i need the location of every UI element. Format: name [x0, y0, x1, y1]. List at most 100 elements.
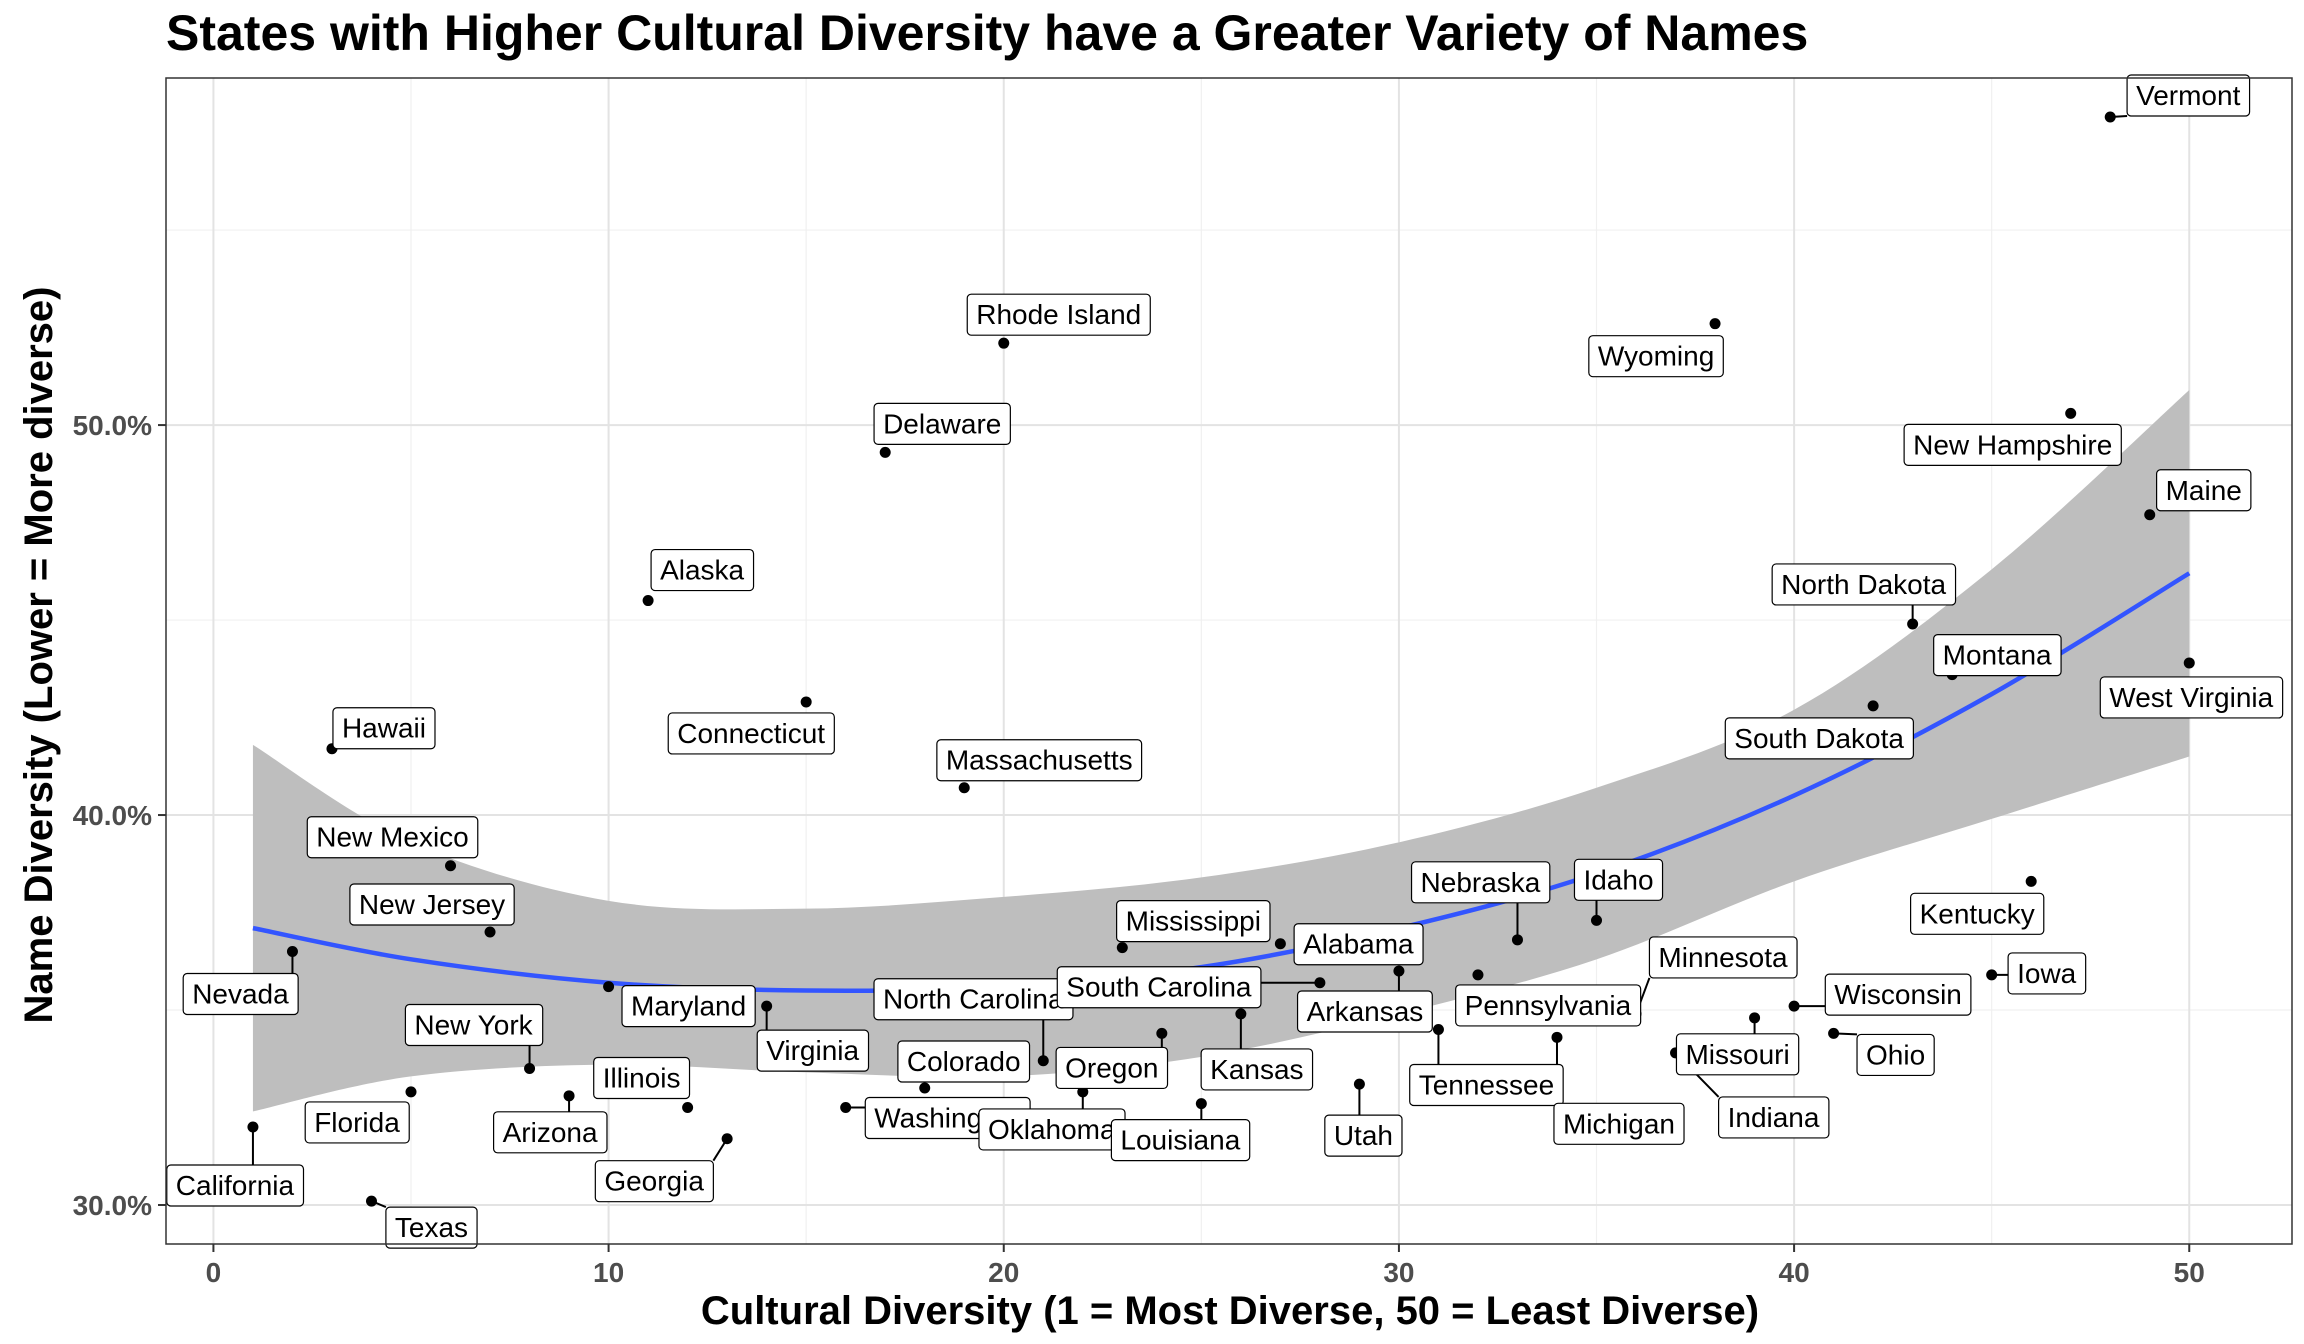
- label-box-virginia: [756, 1029, 870, 1072]
- label-text-rhode-island: Rhode Island: [976, 299, 1141, 330]
- label-text-kentucky: Kentucky: [1920, 898, 2035, 929]
- label-text-wyoming: Wyoming: [1598, 341, 1714, 372]
- label-new-mexico: New Mexico: [306, 816, 479, 859]
- label-florida: Florida: [304, 1101, 410, 1144]
- label-box-massachusetts: [936, 739, 1143, 782]
- label-delaware: Delaware: [873, 402, 1011, 445]
- label-text-oklahoma: Oklahoma: [988, 1114, 1116, 1145]
- point-washington: [840, 1102, 852, 1114]
- label-nebraska: Nebraska: [1410, 861, 1551, 904]
- point-west-virginia: [2183, 657, 2195, 669]
- label-text-south-dakota: South Dakota: [1734, 723, 1904, 754]
- point-missouri: [1749, 1012, 1761, 1024]
- label-maryland: Maryland: [621, 985, 756, 1028]
- label-box-mississippi: [1116, 900, 1271, 943]
- label-box-maine: [2156, 469, 2252, 512]
- point-alabama: [1274, 938, 1286, 950]
- label-text-oregon: Oregon: [1065, 1052, 1158, 1083]
- label-box-texas: [385, 1206, 478, 1249]
- label-iowa: Iowa: [2007, 952, 2087, 995]
- point-illinois: [682, 1102, 694, 1114]
- y-tick-label: 40.0%: [73, 800, 152, 831]
- point-delaware: [879, 446, 891, 458]
- label-louisiana: Louisiana: [1110, 1119, 1251, 1162]
- label-text-new-jersey: New Jersey: [359, 889, 505, 920]
- label-box-kansas: [1200, 1048, 1314, 1091]
- label-texas: Texas: [385, 1206, 478, 1249]
- label-mississippi: Mississippi: [1116, 900, 1271, 943]
- label-text-minnesota: Minnesota: [1658, 942, 1788, 973]
- point-utah: [1353, 1078, 1365, 1090]
- point-florida: [405, 1086, 417, 1098]
- label-text-alaska: Alaska: [660, 555, 744, 586]
- label-text-idaho: Idaho: [1583, 864, 1653, 895]
- label-california: California: [166, 1164, 305, 1207]
- label-text-arkansas: Arkansas: [1307, 996, 1424, 1027]
- point-michigan: [1551, 1031, 1563, 1043]
- point-maine: [2144, 509, 2156, 521]
- point-arkansas: [1393, 965, 1405, 977]
- label-box-indiana: [1718, 1096, 1830, 1139]
- label-box-rhode-island: [966, 293, 1151, 336]
- y-tick-label: 50.0%: [73, 410, 152, 441]
- label-south-carolina: South Carolina: [1056, 966, 1262, 1009]
- x-tick-label: 0: [206, 1257, 222, 1288]
- point-ohio: [1828, 1027, 1840, 1039]
- label-text-new-york: New York: [414, 1010, 533, 1041]
- label-box-north-dakota: [1771, 563, 1957, 606]
- label-box-missouri: [1675, 1033, 1800, 1076]
- label-text-nebraska: Nebraska: [1421, 867, 1541, 898]
- point-tennessee: [1432, 1024, 1444, 1036]
- point-arizona: [563, 1090, 575, 1102]
- label-box-south-carolina: [1056, 966, 1262, 1009]
- axes: 0 10 20 30 40 50 30.0% 40.0% 50.0%: [73, 410, 2205, 1288]
- label-text-pennsylvania: Pennsylvania: [1465, 990, 1632, 1021]
- label-text-virginia: Virginia: [766, 1035, 859, 1066]
- label-text-nevada: Nevada: [192, 979, 289, 1010]
- label-box-minnesota: [1648, 936, 1798, 979]
- label-text-utah: Utah: [1334, 1120, 1393, 1151]
- label-text-wisconsin: Wisconsin: [1834, 979, 1962, 1010]
- label-text-tennessee: Tennessee: [1419, 1070, 1554, 1101]
- label-oklahoma: Oklahoma: [978, 1108, 1126, 1151]
- label-missouri: Missouri: [1675, 1033, 1800, 1076]
- label-ohio: Ohio: [1856, 1033, 1935, 1077]
- point-new-york: [524, 1063, 536, 1075]
- label-text-ohio: Ohio: [1866, 1039, 1925, 1070]
- point-connecticut: [800, 696, 812, 708]
- label-box-california: [166, 1164, 305, 1207]
- point-south-carolina: [1314, 977, 1326, 989]
- label-michigan: Michigan: [1553, 1102, 1685, 1145]
- label-new-york: New York: [404, 1003, 544, 1047]
- label-alaska: Alaska: [650, 548, 755, 592]
- panel-border: [165, 77, 2293, 1245]
- label-box-montana: [1933, 634, 2062, 677]
- point-wisconsin: [1788, 1000, 1800, 1012]
- confidence-band: [252, 389, 2190, 1112]
- label-text-vermont: Vermont: [2136, 80, 2240, 111]
- label-text-missouri: Missouri: [1685, 1039, 1789, 1070]
- point-north-carolina: [1037, 1055, 1049, 1067]
- x-tick-label: 40: [1779, 1257, 1810, 1288]
- point-louisiana: [1195, 1098, 1207, 1110]
- label-text-texas: Texas: [395, 1212, 468, 1243]
- label-north-carolina: North Carolina: [873, 978, 1074, 1021]
- point-labels: California Nevada Hawaii Texas Florida New Me…: [166, 74, 2284, 1249]
- label-box-nevada: [182, 972, 299, 1016]
- point-alaska: [642, 595, 654, 607]
- label-box-idaho: [1573, 858, 1664, 901]
- point-oklahoma: [1077, 1086, 1089, 1098]
- label-box-louisiana: [1110, 1119, 1251, 1162]
- point-virginia: [761, 1000, 773, 1012]
- label-text-new-hampshire: New Hampshire: [1913, 429, 2112, 460]
- label-oregon: Oregon: [1055, 1046, 1169, 1090]
- label-box-kentucky: [1910, 892, 2045, 935]
- point-oregon: [1156, 1027, 1168, 1039]
- label-box-oregon: [1055, 1046, 1169, 1090]
- label-box-florida: [304, 1101, 410, 1144]
- label-wyoming: Wyoming: [1588, 335, 1724, 378]
- point-new-hampshire: [2065, 407, 2077, 419]
- label-connecticut: Connecticut: [667, 712, 835, 755]
- label-vermont: Vermont: [2126, 74, 2251, 117]
- label-box-utah: [1324, 1114, 1403, 1157]
